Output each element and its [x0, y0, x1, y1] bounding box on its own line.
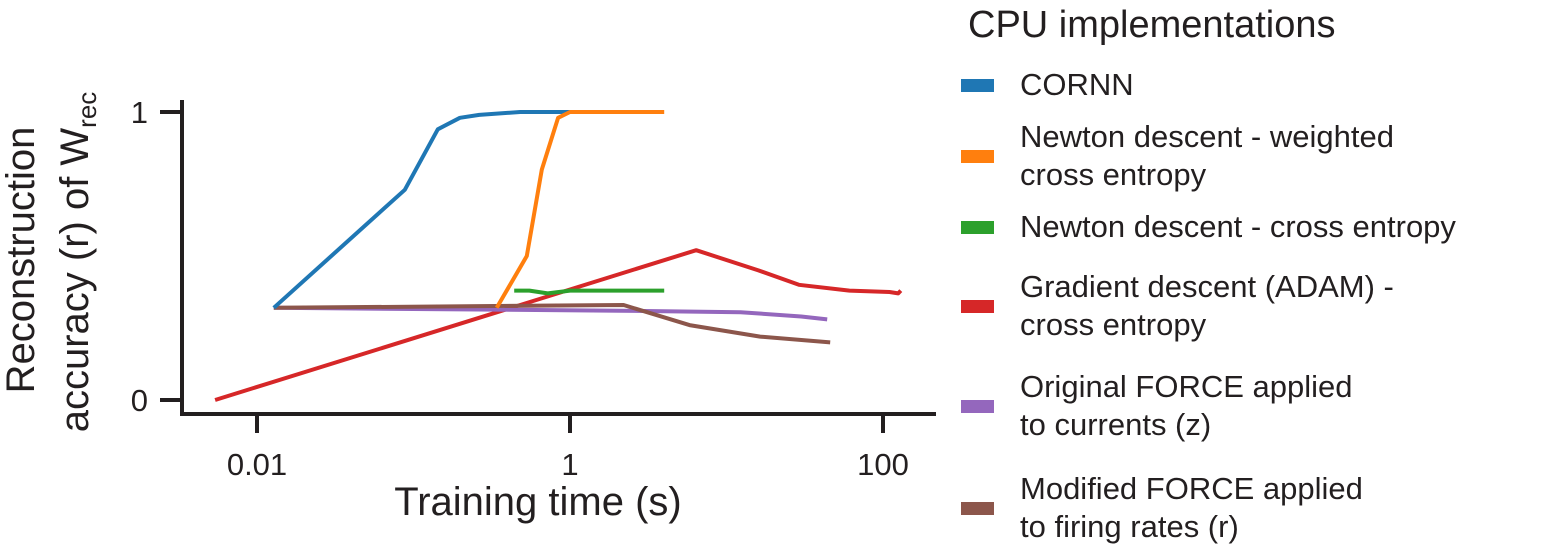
series-line-newton-descent-weighted-cross-entropy [494, 110, 665, 309]
x-tick-label: 1 [561, 447, 578, 482]
x-axis-label: Training time (s) [394, 480, 681, 524]
legend-label: cross entropy [1020, 307, 1207, 342]
legend-label: Gradient descent (ADAM) - [1020, 269, 1394, 304]
legend-label: cross entropy [1020, 157, 1207, 192]
legend-label: Modified FORCE applied [1020, 471, 1363, 506]
y-tick-label: 1 [131, 95, 148, 130]
x-tick-label: 100 [857, 447, 909, 482]
legend-swatch [961, 400, 994, 413]
x-ticks: 0.01 1 100 [227, 416, 909, 482]
legend-swatch [961, 221, 994, 234]
legend-label: to currents (z) [1020, 407, 1212, 442]
legend-swatch [961, 502, 994, 515]
legend-label: CORNN [1020, 67, 1134, 102]
y-tick-label: 0 [131, 383, 148, 418]
legend-label: Newton descent - weighted [1020, 119, 1394, 154]
y-axis-label-line2: accuracy (r) of Wrec [53, 92, 102, 433]
series-line-newton-descent-cross-entropy [514, 288, 665, 296]
legend-label: Original FORCE applied [1020, 369, 1353, 404]
series-line-original-force-applied-to-currents-z [273, 305, 828, 322]
y-axis-label-main: accuracy (r) of W [53, 128, 97, 433]
x-tick-label: 0.01 [227, 447, 287, 482]
y-axis-label-line1: Reconstruction [0, 127, 43, 394]
legend-label: to firing rates (r) [1020, 509, 1239, 544]
series-layer [214, 110, 903, 402]
series-line-gradient-descent-adam-cross-entropy [214, 248, 903, 402]
legend-title: CPU implementations [968, 4, 1336, 46]
legend-swatch [961, 79, 994, 92]
series-line-modified-force-applied-to-firing-rates-r [273, 303, 831, 345]
y-axis-label-subscript: rec [72, 92, 102, 128]
series-line-cornn [272, 110, 576, 310]
legend-swatch [961, 150, 994, 163]
legend-swatch [961, 300, 994, 313]
legend-label: Newton descent - cross entropy [1020, 209, 1456, 244]
y-ticks: 01 [131, 95, 182, 418]
